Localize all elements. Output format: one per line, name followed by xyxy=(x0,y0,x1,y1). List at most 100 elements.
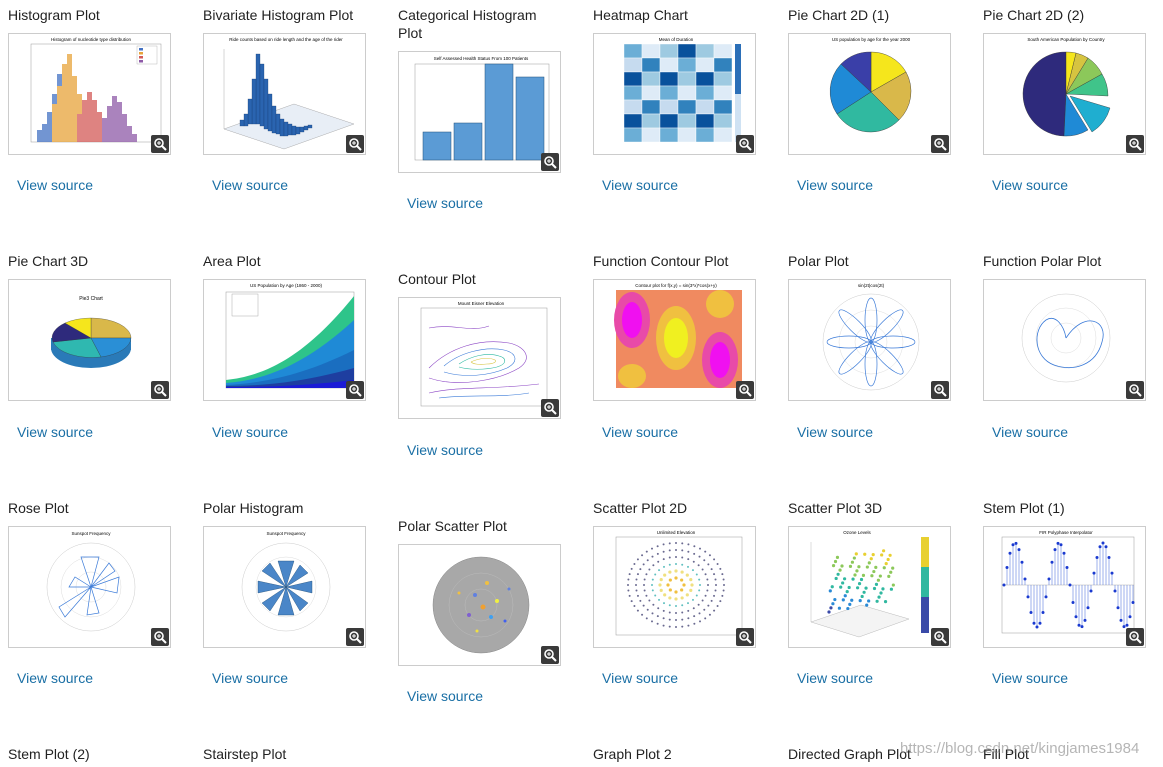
view-source-link[interactable]: View source xyxy=(602,670,679,686)
thumbnail-stem-1[interactable]: FIR Polyphase Interpolator xyxy=(983,526,1146,648)
card-title: Stem Plot (2) xyxy=(8,746,90,762)
card-title: Scatter Plot 3D xyxy=(788,500,883,516)
thumbnail-pie-2d-1[interactable]: US population by age for the year 2000 xyxy=(788,33,951,155)
zoom-icon[interactable] xyxy=(931,135,949,153)
fcontour-thumb-title: Contour plot for f(x,y) = sin(3*x)*cos(x… xyxy=(635,283,717,288)
categorical-thumb-title: Self Assessed Health Status From 100 Pat… xyxy=(434,56,529,61)
gallery-card-directed-graph: Directed Graph Plot xyxy=(788,745,970,763)
gallery-card-scatter-3d: Scatter Plot 3D Ozone Levels View source xyxy=(788,499,970,686)
thumbnail-area-plot[interactable]: US Population by Age (1860 - 2000) xyxy=(203,279,366,401)
view-source-link[interactable]: View source xyxy=(407,442,484,458)
thumbnail-function-polar[interactable] xyxy=(983,279,1146,401)
thumbnail-polar-scatter[interactable] xyxy=(398,544,561,666)
card-title: Heatmap Chart xyxy=(593,7,688,23)
scatter2d-thumb-title: Unlimited Elevation xyxy=(657,530,696,535)
zoom-icon[interactable] xyxy=(541,399,559,417)
histogram-thumb-title: Histogram of nucleotide type distributio… xyxy=(51,37,132,42)
fcontour-thumbnail-image: Contour plot for f(x,y) = sin(3*x)*cos(x… xyxy=(614,283,742,388)
zoom-icon[interactable] xyxy=(151,135,169,153)
gallery-card-polar-plot: Polar Plot sin(2t)cos(2t) View source xyxy=(788,252,970,440)
card-title: Graph Plot 2 xyxy=(593,746,672,762)
card-title: Stairstep Plot xyxy=(203,746,287,762)
rose-thumbnail-image: Sunspot Frequency xyxy=(46,531,136,632)
thumbnail-bivariate-histogram[interactable]: Ride counts based on ride length and the… xyxy=(203,33,366,155)
card-title: Area Plot xyxy=(203,253,261,269)
view-source-link[interactable]: View source xyxy=(602,424,679,440)
gallery-card-pie-2d-1: Pie Chart 2D (1) US population by age fo… xyxy=(788,6,970,193)
gallery-card-scatter-2d: Scatter Plot 2D Unlimited Elevation View… xyxy=(593,499,775,686)
card-title: Scatter Plot 2D xyxy=(593,500,688,516)
card-title: Contour Plot xyxy=(398,271,476,287)
thumbnail-histogram[interactable]: Histogram of nucleotide type distributio… xyxy=(8,33,171,155)
view-source-link[interactable]: View source xyxy=(212,177,289,193)
polar-thumb-title: sin(2t)cos(2t) xyxy=(858,283,885,288)
zoom-icon[interactable] xyxy=(1126,381,1144,399)
view-source-link[interactable]: View source xyxy=(17,424,94,440)
view-source-link[interactable]: View source xyxy=(17,670,94,686)
card-title: Categorical Histogram Plot xyxy=(398,7,537,41)
zoom-icon[interactable] xyxy=(151,628,169,646)
view-source-link[interactable]: View source xyxy=(407,688,484,704)
zoom-icon[interactable] xyxy=(541,153,559,171)
thumbnail-function-contour[interactable]: Contour plot for f(x,y) = sin(3*x)*cos(x… xyxy=(593,279,756,401)
zoom-icon[interactable] xyxy=(736,135,754,153)
gallery-card-categorical-histogram: Categorical Histogram Plot Self Assessed… xyxy=(398,6,580,211)
zoom-icon[interactable] xyxy=(541,646,559,664)
histogram-thumbnail-image: Histogram of nucleotide type distributio… xyxy=(30,37,162,143)
rose-thumb-title: Sunspot Frequency xyxy=(71,531,111,536)
view-source-link[interactable]: View source xyxy=(797,424,874,440)
contour-thumb-title: Mount Eisner Elevation xyxy=(458,301,505,306)
zoom-icon[interactable] xyxy=(346,628,364,646)
card-title: Fill Plot xyxy=(983,746,1029,762)
contour-thumbnail-image: Mount Eisner Elevation xyxy=(420,301,548,407)
card-title: Stem Plot (1) xyxy=(983,500,1065,516)
scatter2d-thumbnail-image: Unlimited Elevation xyxy=(615,530,743,636)
view-source-link[interactable]: View source xyxy=(407,195,484,211)
zoom-icon[interactable] xyxy=(346,135,364,153)
thumbnail-rose-plot[interactable]: Sunspot Frequency xyxy=(8,526,171,648)
thumbnail-polar-plot[interactable]: sin(2t)cos(2t) xyxy=(788,279,951,401)
view-source-link[interactable]: View source xyxy=(992,424,1069,440)
zoom-icon[interactable] xyxy=(346,381,364,399)
area-thumbnail-image: US Population by Age (1860 - 2000) xyxy=(225,283,355,389)
card-title: Pie Chart 2D (2) xyxy=(983,7,1085,23)
thumbnail-scatter-2d[interactable]: Unlimited Elevation xyxy=(593,526,756,648)
card-title: Polar Histogram xyxy=(203,500,304,516)
thumbnail-contour-plot[interactable]: Mount Eisner Elevation xyxy=(398,297,561,419)
zoom-icon[interactable] xyxy=(736,381,754,399)
card-title: Polar Plot xyxy=(788,253,849,269)
view-source-link[interactable]: View source xyxy=(17,177,94,193)
gallery-card-pie-3d: Pie Chart 3D Pie3 Chart View source xyxy=(8,252,190,440)
card-title: Function Contour Plot xyxy=(593,253,729,269)
pie2d2-thumbnail-image: South American Population by Country xyxy=(1022,37,1111,137)
pie3d-thumb-title: Pie3 Chart xyxy=(79,296,103,302)
card-title: Polar Scatter Plot xyxy=(398,518,507,534)
view-source-link[interactable]: View source xyxy=(212,424,289,440)
card-title: Rose Plot xyxy=(8,500,69,516)
thumbnail-pie-2d-2[interactable]: South American Population by Country xyxy=(983,33,1146,155)
zoom-icon[interactable] xyxy=(736,628,754,646)
view-source-link[interactable]: View source xyxy=(992,177,1069,193)
view-source-link[interactable]: View source xyxy=(797,670,874,686)
zoom-icon[interactable] xyxy=(1126,135,1144,153)
card-title: Pie Chart 2D (1) xyxy=(788,7,890,23)
thumbnail-pie-3d[interactable]: Pie3 Chart xyxy=(8,279,171,401)
view-source-link[interactable]: View source xyxy=(212,670,289,686)
zoom-icon[interactable] xyxy=(931,628,949,646)
view-source-link[interactable]: View source xyxy=(797,177,874,193)
thumbnail-heatmap[interactable]: Mean of Duration xyxy=(593,33,756,155)
pie2d1-thumbnail-image: US population by age for the year 2000 xyxy=(829,37,912,133)
zoom-icon[interactable] xyxy=(151,381,169,399)
thumbnail-categorical-histogram[interactable]: Self Assessed Health Status From 100 Pat… xyxy=(398,51,561,173)
thumbnail-scatter-3d[interactable]: Ozone Levels xyxy=(788,526,951,648)
view-source-link[interactable]: View source xyxy=(602,177,679,193)
zoom-icon[interactable] xyxy=(931,381,949,399)
scatter3d-thumbnail-image: Ozone Levels xyxy=(810,530,929,638)
card-title: Pie Chart 3D xyxy=(8,253,89,269)
gallery-card-polar-scatter: Polar Scatter Plot View source xyxy=(398,517,580,704)
gallery-card-histogram: Histogram Plot Histogram of nucleotide t… xyxy=(8,6,190,193)
thumbnail-polar-histogram[interactable]: Sunspot Frequency xyxy=(203,526,366,648)
zoom-icon[interactable] xyxy=(1126,628,1144,646)
view-source-link[interactable]: View source xyxy=(992,670,1069,686)
stem1-thumb-title: FIR Polyphase Interpolator xyxy=(1039,530,1093,535)
